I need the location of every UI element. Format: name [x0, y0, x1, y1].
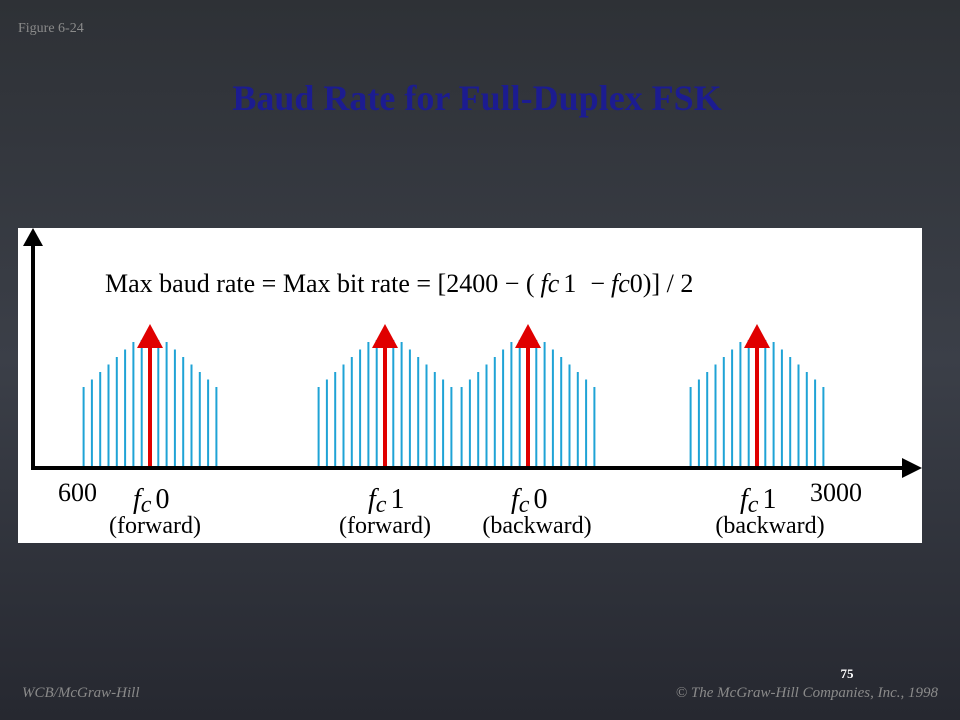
carrier-note: (backward)	[482, 513, 591, 539]
footer-left: WCB/McGraw-Hill	[22, 685, 140, 701]
carrier-symbol: f	[133, 484, 144, 515]
carrier-symbol: f	[740, 484, 751, 515]
axis-end-label: 3000	[810, 478, 862, 507]
carrier-index: 0	[533, 484, 547, 515]
formula-index: 0	[630, 269, 643, 298]
carrier-subscript: c	[141, 492, 152, 518]
carrier-note: (backward)	[715, 513, 824, 539]
formula-subscript: c	[618, 269, 630, 298]
carrier-label: fc 0	[133, 484, 169, 518]
carrier-label: fc 1	[368, 484, 404, 518]
y-axis-arrow	[23, 228, 43, 246]
carrier-note: (forward)	[109, 513, 201, 539]
spectrum	[82, 324, 825, 468]
carrier-arrow-head	[515, 324, 541, 348]
carrier-arrow-head	[372, 324, 398, 348]
formula-prefix: Max baud rate = Max bit rate = [2400 − (	[105, 269, 535, 298]
figure-label: Figure 6-24	[18, 21, 84, 36]
page-number: 75	[841, 666, 855, 681]
carrier-arrow-head	[744, 324, 770, 348]
carrier-symbol: f	[368, 484, 379, 515]
carrier-symbol: f	[511, 484, 522, 515]
carrier-index: 1	[390, 484, 404, 515]
formula-minus: −	[590, 269, 605, 298]
carrier-subscript: c	[376, 492, 387, 518]
carrier-label: fc 1	[740, 484, 776, 518]
carrier-arrow-head	[137, 324, 163, 348]
formula-subscript: c	[548, 269, 560, 298]
title: Baud Rate for Full-Duplex FSK	[232, 78, 721, 118]
carrier-label: fc 0	[511, 484, 547, 518]
carrier-subscript: c	[748, 492, 759, 518]
formula: Max baud rate = Max bit rate = [2400 − (…	[105, 269, 693, 298]
formula-suffix: )] / 2	[643, 269, 694, 298]
formula-index: 1	[563, 269, 576, 298]
formula-symbol: f	[541, 269, 552, 298]
formula-symbol: f	[611, 269, 622, 298]
footer-right: © The McGraw-Hill Companies, Inc., 1998	[676, 685, 939, 701]
carrier-index: 1	[762, 484, 776, 515]
axis-start-label: 600	[58, 478, 97, 507]
x-axis-arrow	[902, 458, 922, 478]
carrier-index: 0	[155, 484, 169, 515]
carrier-subscript: c	[519, 492, 530, 518]
carrier-note: (forward)	[339, 513, 431, 539]
